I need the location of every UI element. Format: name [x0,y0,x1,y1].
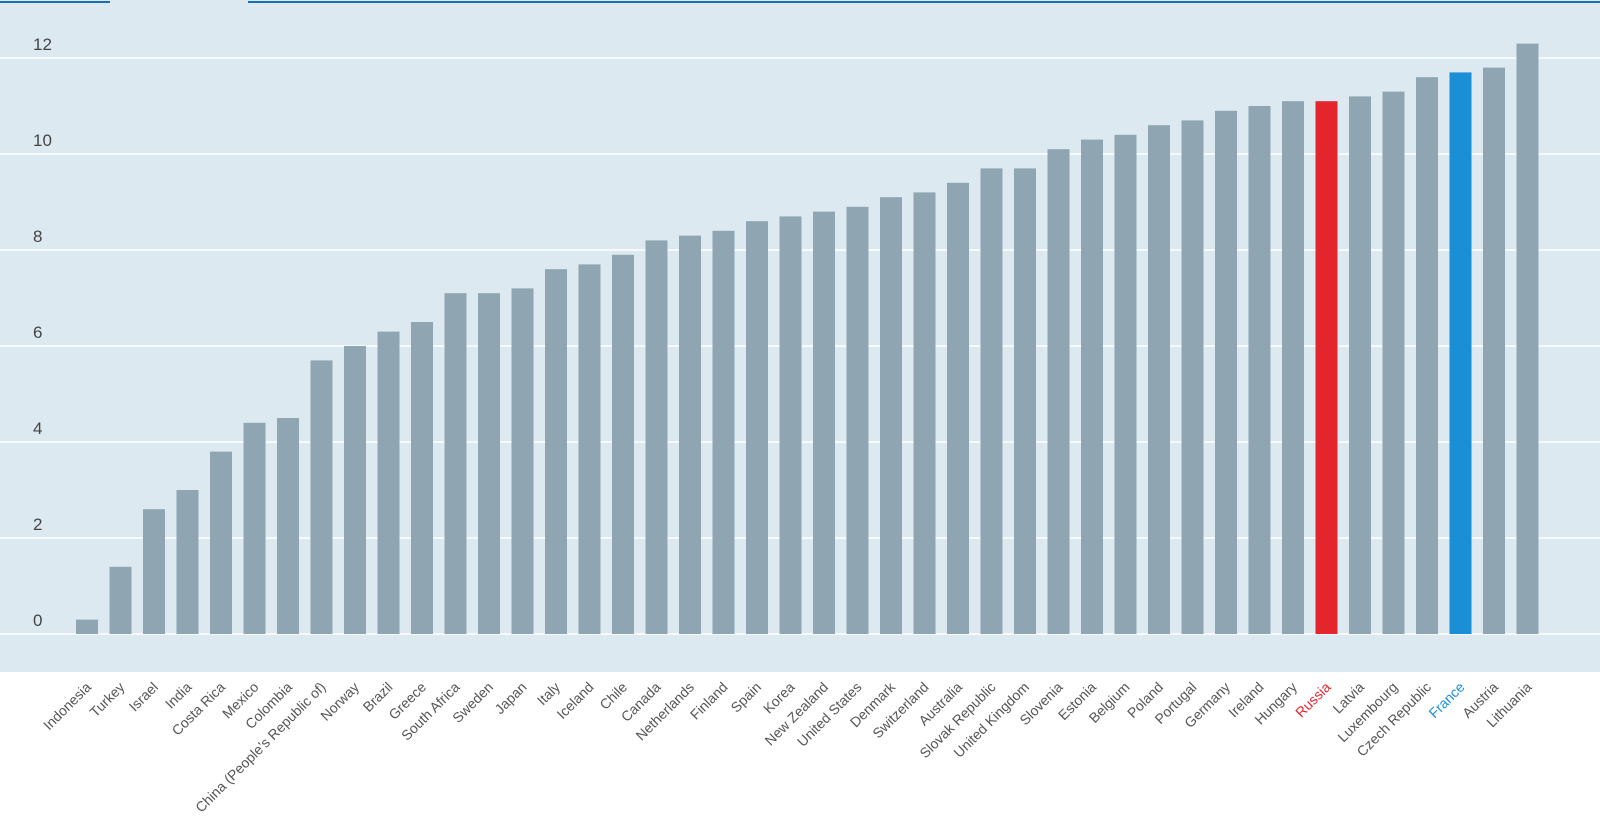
bar-china-people-s-republic-of [310,360,333,634]
bar-france [1449,72,1472,634]
bar-south-africa [444,293,467,634]
category-label-russia: Russia [1292,679,1334,721]
bar-indonesia [76,619,98,634]
category-label-turkey: Turkey [86,679,127,720]
bar-canada [645,240,668,634]
bar-chile [612,254,634,635]
bar-sweden [478,293,500,634]
y-tick-label-4: 4 [33,419,42,438]
bar-estonia [1081,139,1103,634]
bars [76,43,1539,635]
category-label-finland: Finland [687,679,731,723]
y-tick-label-8: 8 [33,227,42,246]
bar-hungary [1282,101,1304,634]
bar-united-kingdom [1014,168,1036,634]
bar-colombia [277,418,299,634]
bar-united-states [846,206,869,635]
category-label-italy: Italy [534,679,563,708]
bar-poland [1148,125,1170,634]
bar-czech-republic [1416,77,1438,634]
bar-finland [712,230,735,635]
category-label-france: France [1425,679,1467,721]
bar-india [176,490,199,634]
bar-new-zealand [813,211,835,634]
y-tick-label-0: 0 [33,611,42,630]
bar-iceland [578,264,601,634]
bar-norway [344,346,366,634]
bar-japan [511,288,534,634]
bar-germany [1215,110,1237,635]
category-label-iceland: Iceland [553,679,596,722]
bar-portugal [1181,120,1204,634]
bar-denmark [880,197,902,634]
bar-israel [143,509,165,634]
bar-lithuania [1516,43,1539,635]
bar-latvia [1349,96,1371,634]
category-label-japan: Japan [491,679,529,717]
bar-turkey [109,566,132,634]
bar-italy [545,269,567,634]
category-label-indonesia: Indonesia [40,679,94,733]
bar-netherlands [679,235,701,634]
bar-costa-rica [210,451,232,634]
bar-luxembourg [1382,91,1405,635]
y-tick-label-6: 6 [33,323,42,342]
bar-slovenia [1047,149,1070,634]
bar-brazil [377,331,400,634]
bar-ireland [1248,106,1271,634]
bar-austria [1483,67,1505,635]
y-tick-label-12: 12 [33,35,52,54]
bar-spain [746,221,768,634]
bar-korea [779,216,802,634]
category-label-israel: Israel [126,679,162,715]
bar-greece [411,322,433,634]
bar-mexico [243,422,266,634]
y-tick-label-10: 10 [33,131,52,150]
y-axis-ticks: 0 2 4 6 8 10 12 [33,35,52,630]
category-label-spain: Spain [727,679,764,716]
bar-slovak-republic [980,168,1003,634]
bar-australia [947,182,969,635]
bar-russia [1315,101,1338,634]
bar-belgium [1114,134,1137,635]
y-tick-label-2: 2 [33,515,42,534]
bar-switzerland [913,192,936,634]
